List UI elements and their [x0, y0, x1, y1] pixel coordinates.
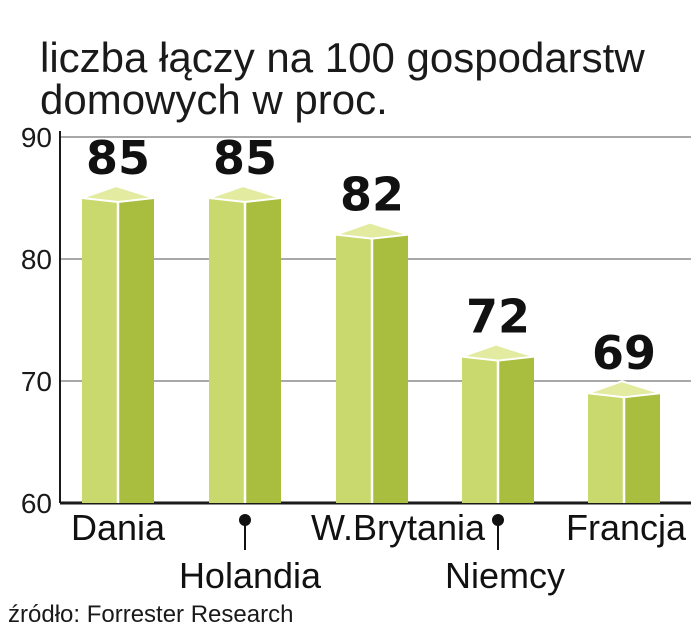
value-labels: 85 85 82 72 69 [86, 131, 656, 380]
bar-front-face [209, 198, 245, 503]
bar-front-face [336, 234, 372, 503]
y-tick-label: 80 [21, 244, 52, 275]
category-label: W.Brytania [311, 507, 486, 548]
bar [461, 343, 535, 503]
pointer-dot [239, 514, 251, 526]
value-label: 69 [592, 326, 656, 380]
category-label: Dania [71, 507, 166, 548]
bar-side-face [118, 198, 154, 503]
chart-title-line-1: liczba łączy na 100 gospodarstw [40, 34, 645, 81]
bar-side-face [498, 356, 534, 503]
category-label: Niemcy [445, 555, 565, 596]
bar [208, 184, 282, 503]
bar-top-face [335, 221, 409, 240]
chart-title: liczba łączy na 100 gospodarstw domowych… [40, 34, 645, 123]
label-pointer [239, 514, 251, 550]
bar-front-face [462, 356, 498, 503]
bar-side-face [624, 393, 660, 503]
bar-front-face [588, 393, 624, 503]
chart-title-line-2: domowych w proc. [40, 76, 388, 123]
bar-top-face [208, 184, 282, 204]
source-note: źródło: Forrester Research [8, 601, 293, 628]
y-tick-label: 70 [21, 366, 52, 397]
y-tick-label: 90 [21, 122, 52, 153]
bar [81, 184, 155, 503]
bar-front-face [82, 198, 118, 503]
bar [335, 221, 409, 503]
value-label: 85 [213, 131, 277, 185]
bar [587, 380, 661, 503]
bar-top-face [461, 343, 535, 362]
y-axis-ticks: 60 70 80 90 [21, 122, 52, 519]
bar-side-face [245, 198, 281, 503]
category-label: Holandia [179, 555, 322, 596]
label-pointer [492, 514, 504, 550]
category-label: Francja [566, 507, 687, 548]
bar-top-face [81, 184, 155, 204]
bars [81, 184, 661, 503]
pointer-dot [492, 514, 504, 526]
value-label: 72 [466, 290, 530, 344]
bar-top-face [587, 380, 661, 399]
value-label: 85 [86, 131, 150, 185]
bar-side-face [372, 234, 408, 503]
y-tick-label: 60 [21, 488, 52, 519]
value-label: 82 [340, 168, 404, 222]
